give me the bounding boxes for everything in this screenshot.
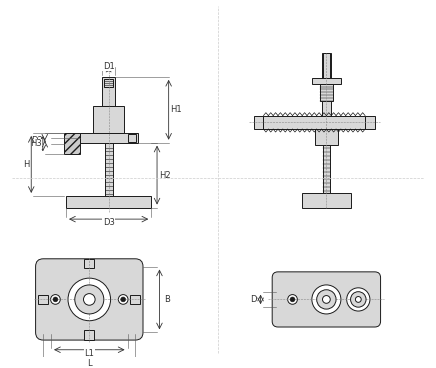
Bar	[323, 145, 330, 193]
Text: H2: H2	[159, 171, 170, 180]
Bar	[80, 133, 138, 143]
Bar	[85, 259, 94, 269]
Circle shape	[312, 285, 341, 314]
Circle shape	[121, 297, 126, 302]
Text: D: D	[251, 295, 257, 304]
Circle shape	[317, 290, 336, 309]
Bar	[315, 129, 338, 145]
Bar	[66, 196, 151, 208]
Bar	[254, 116, 263, 129]
Bar	[64, 133, 80, 154]
Bar	[323, 53, 330, 78]
Text: B: B	[164, 295, 170, 304]
Bar	[320, 84, 333, 101]
Circle shape	[288, 295, 297, 304]
Text: D2: D2	[31, 136, 43, 145]
Bar	[105, 143, 112, 196]
Circle shape	[355, 297, 361, 302]
Text: H3: H3	[30, 139, 42, 148]
Bar	[263, 116, 365, 129]
Circle shape	[75, 285, 104, 314]
Circle shape	[323, 296, 330, 303]
Text: H1: H1	[170, 105, 182, 114]
Bar	[130, 295, 140, 304]
Circle shape	[290, 297, 295, 302]
Circle shape	[53, 297, 58, 302]
Bar	[85, 330, 94, 340]
Circle shape	[118, 295, 128, 304]
Text: H: H	[23, 160, 30, 169]
Bar	[312, 78, 341, 84]
Circle shape	[347, 288, 370, 311]
Bar	[104, 79, 113, 86]
Bar	[93, 106, 124, 133]
Text: L1: L1	[84, 349, 94, 358]
Bar	[102, 77, 116, 106]
FancyBboxPatch shape	[272, 272, 381, 327]
Circle shape	[51, 295, 60, 304]
Text: D1: D1	[103, 62, 115, 71]
Bar	[321, 53, 331, 116]
Bar	[128, 134, 136, 142]
Circle shape	[68, 278, 111, 321]
Text: D3: D3	[103, 219, 115, 227]
Circle shape	[83, 294, 95, 305]
Bar	[302, 193, 351, 208]
Circle shape	[351, 292, 366, 307]
Bar	[365, 116, 375, 129]
Text: L: L	[87, 359, 92, 368]
Bar	[38, 295, 48, 304]
FancyBboxPatch shape	[36, 259, 143, 340]
